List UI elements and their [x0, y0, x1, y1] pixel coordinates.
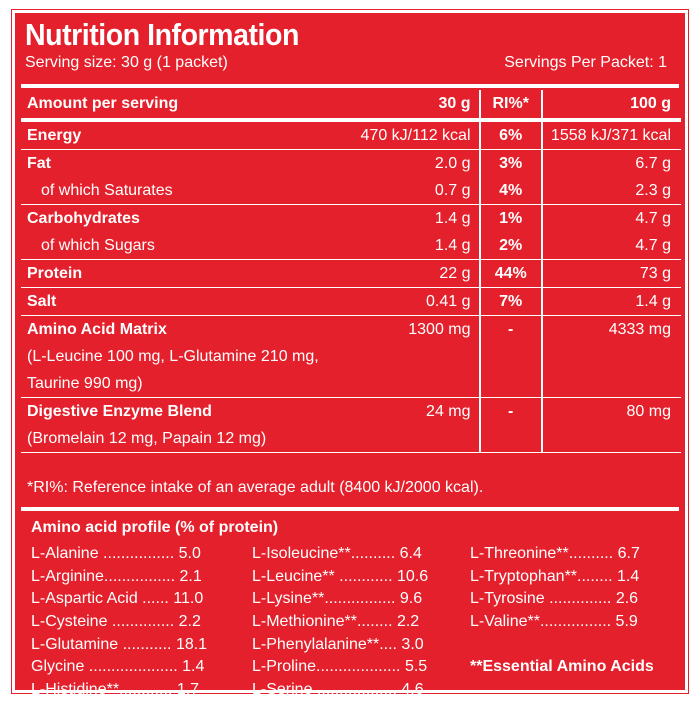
amino-matrix-cell: Amino Acid Matrix (L-Leucine 100 mg, L-G…: [21, 315, 327, 398]
row-ri: 1%: [479, 204, 543, 232]
list-item: L-Lysine**................ 9.6: [252, 590, 423, 608]
row-per-100g: 1558 kJ/371 kcal: [541, 120, 681, 150]
enzyme-blend-per-100g: 80 mg: [541, 397, 681, 453]
row-per-serving: 2.0 g: [326, 149, 481, 177]
essential-amino-note: **Essential Amino Acids: [470, 658, 654, 676]
table-row: Carbohydrates 1.4 g 1% 4.7 g: [21, 204, 681, 232]
list-item: L-Histidine**............ 1.7: [31, 681, 200, 699]
row-name: Protein: [21, 259, 327, 288]
list-item: L-Threonine**.......... 6.7: [470, 545, 640, 562]
table-row-enzyme-blend: Digestive Enzyme Blend (Bromelain 12 mg,…: [21, 397, 681, 453]
header-100g: 100 g: [541, 90, 681, 122]
table-row: Salt 0.41 g 7% 1.4 g: [21, 287, 681, 316]
list-item: L-Alanine ................ 5.0: [31, 545, 201, 562]
row-per-serving: 470 kJ/112 kcal: [326, 120, 481, 150]
row-name: of which Sugars: [21, 232, 327, 260]
list-item: L-Tryptophan**........ 1.4: [470, 567, 640, 585]
table-row: Protein 22 g 44% 73 g: [21, 259, 681, 288]
servings-per-packet: Servings Per Packet: 1: [504, 54, 667, 71]
row-per-100g: 2.3 g: [541, 177, 681, 205]
list-item: L-Tyrosine .............. 2.6: [470, 590, 639, 608]
amino-column-1: L-Alanine ................ 5.0 L-Arginin…: [31, 543, 207, 702]
row-ri: 44%: [479, 259, 543, 288]
list-item: L-Valine**................ 5.9: [470, 613, 638, 631]
list-item: Glycine .................... 1.4: [31, 658, 205, 676]
nutrition-table: Amount per serving 30 g RI%* 100 g Energ…: [21, 90, 681, 453]
row-per-100g: 6.7 g: [635, 155, 671, 172]
row-per-100g: 1.4 g: [541, 287, 681, 316]
table-row: Energy 470 kJ/112 kcal 6% 1558 kJ/371 kc…: [21, 120, 681, 150]
list-item: L-Arginine................ 2.1: [31, 567, 202, 585]
spacer: [470, 634, 654, 657]
list-item: L-Phenylalanine**.... 3.0: [252, 635, 424, 653]
serving-size: Serving size: 30 g (1 packet): [25, 54, 228, 71]
nutrition-label: Nutrition Information Serving size: 30 g…: [11, 9, 689, 698]
divider-amino: [21, 507, 679, 511]
row-ri: 6%: [479, 120, 543, 150]
divider-top: [21, 84, 679, 88]
row-per-100g: 4.7 g: [635, 210, 671, 227]
amino-matrix-name: Amino Acid Matrix: [27, 321, 167, 338]
row-per-serving: 22 g: [326, 259, 481, 288]
row-ri: 2%: [479, 232, 543, 260]
header-30g: 30 g: [326, 90, 481, 122]
table-row: of which Sugars 1.4 g 2% 4.7 g: [21, 232, 681, 260]
ri-footnote: *RI%: Reference intake of an average adu…: [27, 479, 484, 496]
row-name: of which Saturates: [21, 177, 327, 205]
header-amount: Amount per serving: [21, 90, 327, 122]
list-item: L-Cysteine .............. 2.2: [31, 613, 201, 631]
row-name: Carbohydrates: [27, 210, 140, 227]
row-per-serving: 0.41 g: [326, 287, 481, 316]
table-row-amino-matrix: Amino Acid Matrix (L-Leucine 100 mg, L-G…: [21, 315, 681, 398]
row-name: Fat: [27, 155, 51, 172]
enzyme-blend-ri: -: [479, 397, 543, 453]
list-item: L-Leucine** ............ 10.6: [252, 567, 429, 585]
amino-matrix-detail-1: (L-Leucine 100 mg, L-Glutamine 210 mg,: [27, 348, 319, 365]
row-per-serving: 1.4 g: [326, 232, 481, 260]
amino-matrix-per-serving: 1300 mg: [326, 315, 481, 398]
row-name: Energy: [21, 120, 327, 150]
list-item: L-Methionine**........ 2.2: [252, 613, 420, 631]
list-item: L-Serine .................. 4.6: [252, 681, 424, 699]
header-ri: RI%*: [479, 90, 543, 122]
row-ri: 4%: [479, 177, 543, 205]
amino-matrix-detail-2: Taurine 990 mg): [27, 375, 143, 392]
row-per-100g: 73 g: [541, 259, 681, 288]
list-item: L-Glutamine ........... 18.1: [31, 635, 208, 653]
table-row: of which Saturates 0.7 g 4% 2.3 g: [21, 177, 681, 205]
page-title: Nutrition Information: [25, 17, 299, 52]
enzyme-blend-cell: Digestive Enzyme Blend (Bromelain 12 mg,…: [21, 397, 327, 453]
amino-column-2: L-Isoleucine**.......... 6.4 L-Leucine**…: [252, 543, 428, 702]
row-per-serving: 1.4 g: [326, 204, 481, 232]
list-item: L-Proline................... 5.5: [252, 658, 428, 676]
amino-matrix-ri: -: [479, 315, 543, 398]
enzyme-blend-per-serving: 24 mg: [326, 397, 481, 453]
list-item: L-Aspartic Acid ...... 11.0: [31, 590, 204, 608]
table-header-row: Amount per serving 30 g RI%* 100 g: [21, 90, 681, 122]
enzyme-blend-detail: (Bromelain 12 mg, Papain 12 mg): [27, 430, 267, 447]
row-per-100g: 4.7 g: [541, 232, 681, 260]
list-item: L-Isoleucine**.......... 6.4: [252, 545, 422, 562]
row-ri: 7%: [479, 287, 543, 316]
row-name: Salt: [21, 287, 327, 316]
row-per-serving: 0.7 g: [326, 177, 481, 205]
amino-profile-title: Amino acid profile (% of protein): [31, 519, 279, 536]
table-row: Fat 2.0 g 3% 6.7 g: [21, 149, 681, 177]
enzyme-blend-name: Digestive Enzyme Blend: [27, 403, 212, 420]
amino-column-3: L-Threonine**.......... 6.7 L-Tryptophan…: [470, 543, 654, 679]
amino-matrix-per-100g: 4333 mg: [541, 315, 681, 398]
row-ri: 3%: [479, 149, 543, 177]
